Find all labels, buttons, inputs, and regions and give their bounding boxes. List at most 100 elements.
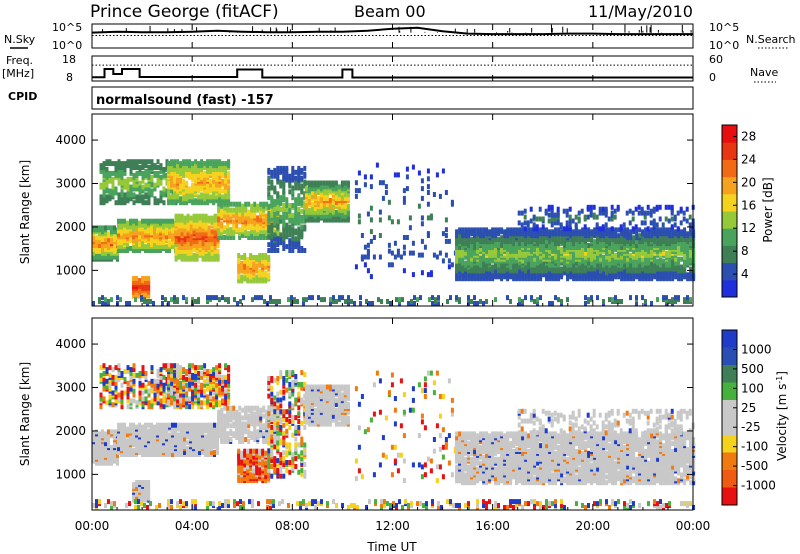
power-cell xyxy=(111,161,115,167)
power-cell xyxy=(551,254,555,260)
power-cell xyxy=(581,262,585,268)
power-cell xyxy=(255,274,259,280)
power-cell xyxy=(285,232,289,238)
power-cell xyxy=(138,220,141,226)
power-cell xyxy=(667,218,671,224)
power-cell xyxy=(159,163,163,169)
power-cell xyxy=(389,301,392,306)
power-cell xyxy=(635,227,639,233)
power-cell xyxy=(461,227,465,233)
power-cell xyxy=(176,297,179,303)
noise-tick-bottom-left: 10^0 xyxy=(52,39,82,52)
power-cell xyxy=(322,202,326,207)
power-cell xyxy=(207,241,211,247)
power-cell xyxy=(236,301,239,306)
power-cell xyxy=(167,161,171,167)
velocity-cell xyxy=(107,458,110,464)
power-cell xyxy=(285,244,289,250)
power-cell xyxy=(602,266,606,272)
power-cell xyxy=(229,201,233,207)
power-cell xyxy=(173,159,177,165)
power-cell xyxy=(123,238,126,244)
power-cell xyxy=(282,214,286,220)
power-cell xyxy=(140,295,143,301)
power-cell xyxy=(447,258,451,264)
power-cell xyxy=(217,201,221,207)
power-cell xyxy=(224,297,227,303)
power-cell xyxy=(629,295,632,301)
power-cell xyxy=(291,189,295,195)
power-cell xyxy=(308,295,311,301)
power-cell xyxy=(363,262,367,268)
power-cell xyxy=(426,176,430,182)
power-cell xyxy=(620,276,624,282)
power-cell xyxy=(302,301,305,306)
power-ylabel: Slant Range [km] xyxy=(18,160,32,264)
power-cell xyxy=(494,227,498,233)
power-cell xyxy=(275,299,278,304)
power-cell xyxy=(177,223,181,229)
power-cell xyxy=(291,169,295,175)
power-cell xyxy=(185,297,188,303)
power-cell xyxy=(653,262,657,268)
power-cell xyxy=(692,229,696,235)
power-colorbar-segment xyxy=(722,159,737,178)
power-cell xyxy=(276,210,280,216)
power-cell xyxy=(638,233,642,239)
power-cell xyxy=(165,176,169,182)
power-cell xyxy=(117,218,120,224)
power-cell xyxy=(153,170,157,176)
power-cell xyxy=(610,226,614,232)
power-cell xyxy=(114,200,118,206)
power-cell xyxy=(209,178,213,184)
power-cell xyxy=(253,229,257,235)
power-cell xyxy=(262,229,266,235)
power-cell xyxy=(371,301,374,306)
power-cell xyxy=(300,197,304,203)
power-cell xyxy=(203,170,207,176)
power-cell xyxy=(126,246,129,251)
power-cell xyxy=(198,219,202,225)
velocity-cell xyxy=(99,376,103,382)
velocity-cell xyxy=(110,429,113,435)
power-cell xyxy=(523,226,527,232)
power-cell xyxy=(553,220,557,226)
power-cell xyxy=(533,299,536,304)
power-cell xyxy=(584,227,588,233)
power-cell xyxy=(662,258,666,264)
power-cell xyxy=(587,227,591,233)
power-cell xyxy=(104,250,107,256)
velocity-cell xyxy=(113,435,116,441)
power-cell xyxy=(578,243,582,248)
power-cell xyxy=(526,220,530,226)
velocity-cell xyxy=(114,365,118,371)
power-cell xyxy=(293,297,296,303)
power-cell xyxy=(174,229,178,235)
power-cell xyxy=(368,301,371,306)
power-cell xyxy=(170,159,174,165)
power-cell xyxy=(671,233,675,239)
power-cell xyxy=(683,252,687,258)
power-cell xyxy=(120,172,124,178)
power-cell xyxy=(325,188,329,194)
power-cell xyxy=(188,159,192,165)
power-cell xyxy=(291,242,295,248)
power-cell xyxy=(189,233,193,239)
power-cell xyxy=(500,248,504,254)
power-cell xyxy=(126,220,129,226)
power-cell xyxy=(635,262,639,268)
power-cell xyxy=(680,264,684,270)
nsky-label: N.Sky xyxy=(4,33,36,46)
power-cell xyxy=(192,229,196,235)
power-cell xyxy=(95,252,98,258)
power-cell xyxy=(267,234,271,240)
power-cell xyxy=(165,188,169,194)
power-cell xyxy=(255,255,259,260)
power-cell xyxy=(144,200,148,206)
power-cell xyxy=(366,248,370,254)
velocity-cell xyxy=(99,392,103,398)
power-cell xyxy=(221,178,225,184)
power-cell xyxy=(144,192,148,198)
power-cell xyxy=(267,224,271,230)
power-cell xyxy=(243,274,247,280)
